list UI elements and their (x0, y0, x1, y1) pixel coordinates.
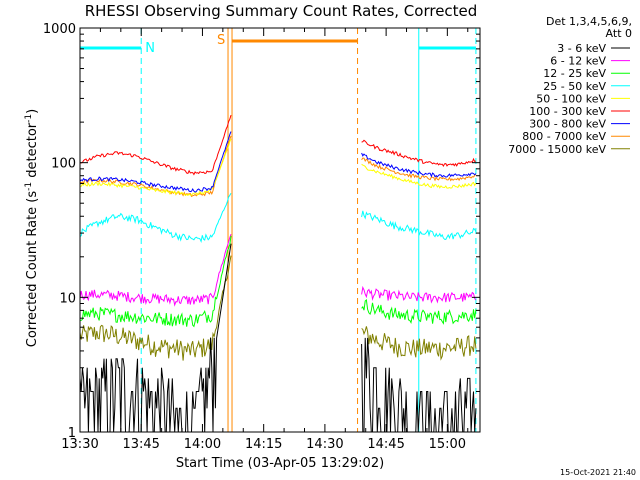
y-axis-label-sup: -1 (24, 182, 34, 191)
series-line-2-pre (79, 235, 232, 328)
x-tick-label: 13:45 (122, 437, 159, 452)
y-tick-label: 10 (59, 291, 76, 306)
legend-label-1: 6 - 12 keV (550, 55, 606, 68)
legend-label-7: 800 - 7000 keV (522, 130, 606, 143)
y-tick-label: 1000 (43, 22, 76, 37)
legend-label-5: 100 - 300 keV (529, 105, 606, 118)
x-tick-label: 14:00 (184, 437, 221, 452)
series-line-8-pre (79, 255, 232, 361)
legend-label-4: 50 - 100 keV (536, 92, 606, 105)
x-tick-label: 13:30 (61, 437, 98, 452)
series-line-0-pre (79, 243, 232, 433)
y-axis-label-sup2: -1 (24, 114, 34, 123)
series-line-3-post (361, 210, 477, 241)
y-tick-label: 1 (68, 426, 76, 441)
x-axis-label: Start Time (03-Apr-05 13:29:02) (176, 456, 384, 471)
series-line-1-post (361, 285, 477, 304)
series-line-1-pre (79, 233, 232, 307)
series-line-5-pre (79, 114, 232, 176)
saa-label: S (217, 33, 225, 48)
chart-title: RHESSI Observing Summary Count Rates, Co… (85, 2, 478, 20)
legend-header-line-1: Det 1,3,4,5,6,9, (546, 15, 632, 28)
x-tick-label: 14:45 (367, 437, 404, 452)
series-line-3-pre (79, 193, 232, 244)
plot-frame (79, 27, 481, 433)
series-line-5-post (361, 139, 477, 167)
series-line-6-pre (79, 131, 232, 193)
series-line-8-post (361, 326, 477, 361)
legend-label-8: 7000 - 15000 keV (508, 143, 606, 156)
legend-header-line-2: Att 0 (606, 27, 632, 40)
footer-timestamp: 15-Oct-2021 21:40 (560, 468, 636, 477)
legend-label-6: 300 - 800 keV (529, 118, 606, 131)
legend-label-0: 3 - 6 keV (557, 42, 606, 55)
y-axis-label: Corrected Count Rate (s-1 detector-1) (24, 109, 40, 347)
y-axis-label-mid: detector (25, 122, 40, 182)
series-line-4-pre (79, 138, 232, 197)
y-axis-label-end: ) (25, 109, 40, 114)
series-line-6-post (361, 152, 477, 178)
x-tick-label: 15:00 (429, 437, 466, 452)
legend-label-3: 25 - 50 keV (543, 80, 606, 93)
x-tick-label: 14:30 (306, 437, 343, 452)
svg-text:Corrected Count Rate (s-1 dete: Corrected Count Rate (s-1 detector-1) (24, 109, 40, 347)
y-axis-label-main: Corrected Count Rate (s (25, 191, 40, 348)
series-line-4-post (361, 163, 477, 189)
series-line-7-pre (79, 135, 232, 198)
series-line-2-post (361, 299, 477, 325)
legend-label-2: 12 - 25 keV (543, 67, 606, 80)
series-line-7-post (361, 157, 477, 182)
x-tick-label: 14:15 (245, 437, 282, 452)
night-label: N (145, 41, 155, 56)
y-tick-label: 100 (51, 157, 76, 172)
plot-area: N S 1 10 100 1000 13:30 13:45 14:00 14:15 14:30 14:… (43, 22, 481, 452)
